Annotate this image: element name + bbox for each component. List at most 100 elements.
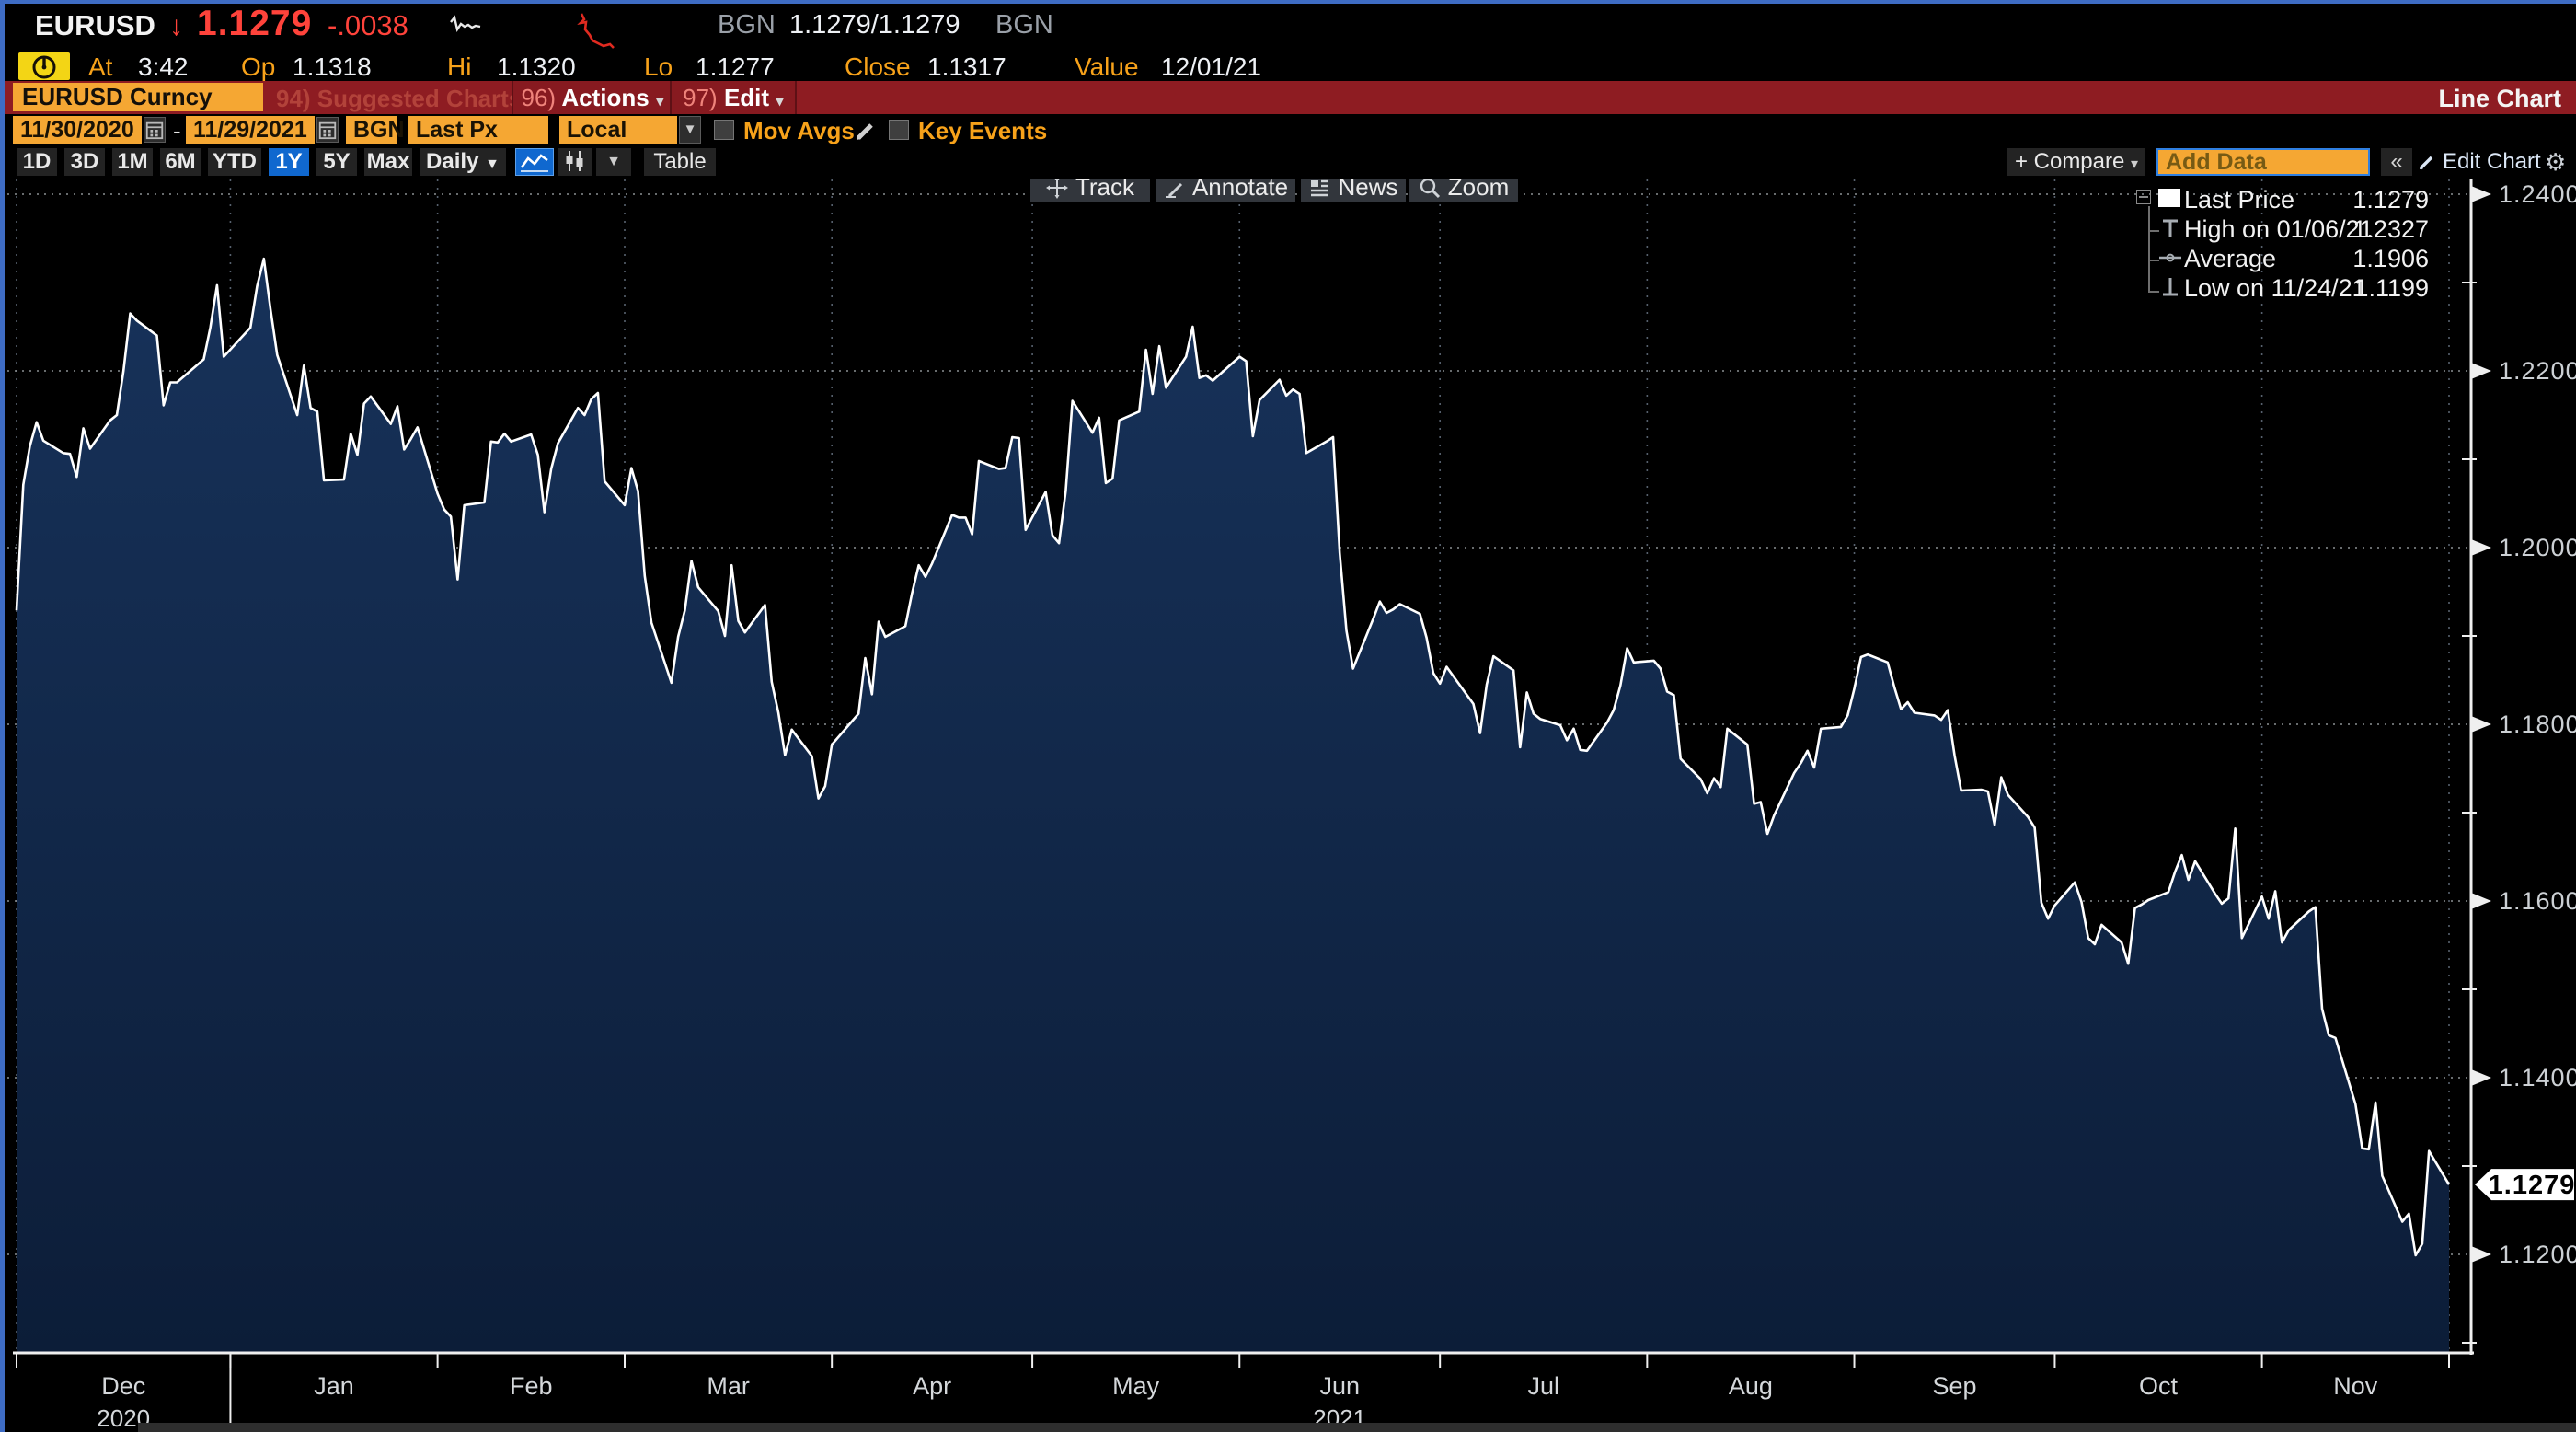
range-button-3d[interactable]: 3D: [64, 148, 105, 176]
legend-item-average[interactable]: Average 1.1906: [2136, 243, 2432, 272]
compare-button[interactable]: + Compare ▾: [2007, 148, 2145, 176]
line-chart-icon: [520, 154, 548, 172]
x-axis-month-label: Aug: [1729, 1372, 1773, 1400]
legend-tree-stub: [2148, 260, 2159, 261]
at-label: At: [88, 52, 113, 81]
compare-button-label: + Compare: [2014, 149, 2125, 174]
compare-caret-icon: ▾: [2131, 156, 2139, 172]
close-label: Close: [845, 52, 911, 81]
edit-menu-label: Edit: [723, 84, 770, 111]
range-button-1m[interactable]: 1M: [112, 148, 153, 176]
chart-legend: Last Price 1.1279 High on 01/06/21 1.232…: [2136, 184, 2432, 306]
price-change: -.0038: [328, 9, 408, 41]
track-crosshair-icon: [1045, 177, 1068, 199]
chart-type-dropdown-icon[interactable]: ▼: [596, 148, 631, 176]
market-status-gauge-icon: [18, 52, 70, 80]
ticker-symbol: EURUSD: [35, 9, 155, 41]
last-price-badge: [2475, 1169, 2574, 1201]
x-axis-month-label: Mar: [707, 1372, 750, 1400]
y-axis-tick-arrow-icon: [2471, 716, 2491, 733]
date-from-field[interactable]: [13, 116, 142, 144]
legend-item-low[interactable]: Low on 11/24/21 1.1199: [2136, 272, 2432, 302]
y-axis-label: 1.1400: [2499, 1064, 2576, 1091]
legend-item-last-price[interactable]: Last Price 1.1279: [2136, 184, 2432, 214]
at-value: 3:42: [138, 52, 189, 81]
edit-chart-button[interactable]: Edit Chart: [2418, 148, 2541, 176]
currency-selector[interactable]: Local CCY: [559, 116, 677, 170]
open-value: 1.1318: [293, 52, 372, 81]
x-axis-month-label: Feb: [510, 1372, 553, 1400]
key-events-checkbox[interactable]: [889, 120, 909, 140]
currency-dropdown-icon[interactable]: ▼: [679, 116, 701, 144]
y-axis-label: 1.1600: [2499, 887, 2576, 915]
high-marker-icon: [2163, 219, 2178, 237]
legend-label: High on 01/06/21: [2184, 215, 2374, 243]
calendar-icon[interactable]: [144, 117, 166, 143]
collapse-chevrons-icon: «: [2390, 149, 2403, 174]
suggested-charts-menu[interactable]: 94) Suggested Charts: [276, 85, 523, 112]
range-button-6m[interactable]: 6M: [160, 148, 201, 176]
price-area-fill: [17, 259, 2449, 1354]
legend-value: 1.1906: [2352, 245, 2429, 272]
legend-label: Average: [2184, 245, 2277, 272]
legend-tree-stub: [2148, 230, 2159, 232]
chart-type-label: Line Chart: [2438, 85, 2561, 112]
high-label: Hi: [447, 52, 472, 81]
range-toolbar: 1D 3D 1M 6M YTD 1Y 5Y Max Daily ▼ ▼ Table + Com…: [0, 147, 2576, 179]
window-border-left: [0, 0, 5, 1432]
price-source-left: BGN: [718, 10, 776, 40]
add-data-input[interactable]: [2156, 148, 2370, 176]
last-price: 1.1279: [197, 4, 313, 43]
x-axis-month-label: Jul: [1528, 1372, 1560, 1400]
window-border-top: [0, 0, 2576, 4]
calendar-icon[interactable]: [316, 117, 339, 143]
range-button-max[interactable]: Max: [364, 148, 412, 176]
actions-menu[interactable]: 96) Actions ▾: [512, 81, 673, 114]
edit-menu[interactable]: 97) Edit ▾: [670, 81, 797, 114]
x-axis-month-label: May: [1112, 1372, 1160, 1400]
value-date-label: Value: [1075, 52, 1139, 81]
actions-menu-number: 96): [521, 84, 557, 111]
news-lines-icon: [1311, 179, 1328, 197]
edit-menu-number: 97): [683, 84, 718, 111]
legend-label: Last Price: [2184, 186, 2295, 214]
pricing-source-field[interactable]: BGN: [346, 116, 405, 144]
candle-chart-icon: [566, 151, 583, 171]
actions-menu-label: Actions: [561, 84, 650, 111]
y-axis-tick-arrow-icon: [2471, 539, 2491, 556]
collapse-panel-button[interactable]: «: [2381, 148, 2412, 176]
sparkline-red-icon: [577, 13, 615, 49]
x-axis-month-label: Nov: [2333, 1372, 2378, 1400]
x-axis-month-label: Dec: [101, 1372, 145, 1400]
mov-avgs-label: Mov Avgs: [743, 117, 855, 144]
legend-item-high[interactable]: High on 01/06/21 1.2327: [2136, 214, 2432, 243]
range-button-5y[interactable]: 5Y: [316, 148, 357, 176]
x-axis-month-label: Jan: [314, 1372, 354, 1400]
security-field[interactable]: EURUSD Curncy: [13, 83, 263, 111]
table-button[interactable]: Table: [644, 148, 716, 176]
sparkline-white-icon: [450, 15, 481, 32]
price-field-selector[interactable]: Last Px: [408, 116, 548, 144]
y-axis-label: 1.1200: [2499, 1241, 2576, 1268]
date-to-field[interactable]: [186, 116, 315, 144]
legend-value: 1.1199: [2354, 274, 2429, 302]
legend-tree-stub: [2148, 291, 2159, 293]
candle-chart-type-button[interactable]: [558, 148, 592, 176]
y-axis-tick-arrow-icon: [2471, 363, 2491, 379]
open-label: Op: [241, 52, 276, 81]
legend-collapse-box[interactable]: [2136, 190, 2151, 204]
range-button-1d[interactable]: 1D: [17, 148, 57, 176]
range-button-1y[interactable]: 1Y: [269, 148, 309, 176]
period-selector[interactable]: Daily ▼: [420, 148, 506, 176]
line-chart-type-button[interactable]: [515, 148, 554, 176]
date-range-separator: -: [173, 117, 181, 144]
range-button-ytd[interactable]: YTD: [208, 148, 261, 176]
y-axis-label: 1.2000: [2499, 534, 2576, 561]
mov-avgs-pencil-icon[interactable]: [854, 119, 878, 143]
high-value: 1.1320: [497, 52, 576, 81]
down-arrow-icon: ↓: [169, 11, 183, 41]
last-price-swatch-icon: [2158, 189, 2180, 207]
chart-settings-gear-icon[interactable]: ⚙: [2545, 148, 2567, 176]
mov-avgs-checkbox[interactable]: [714, 120, 734, 140]
